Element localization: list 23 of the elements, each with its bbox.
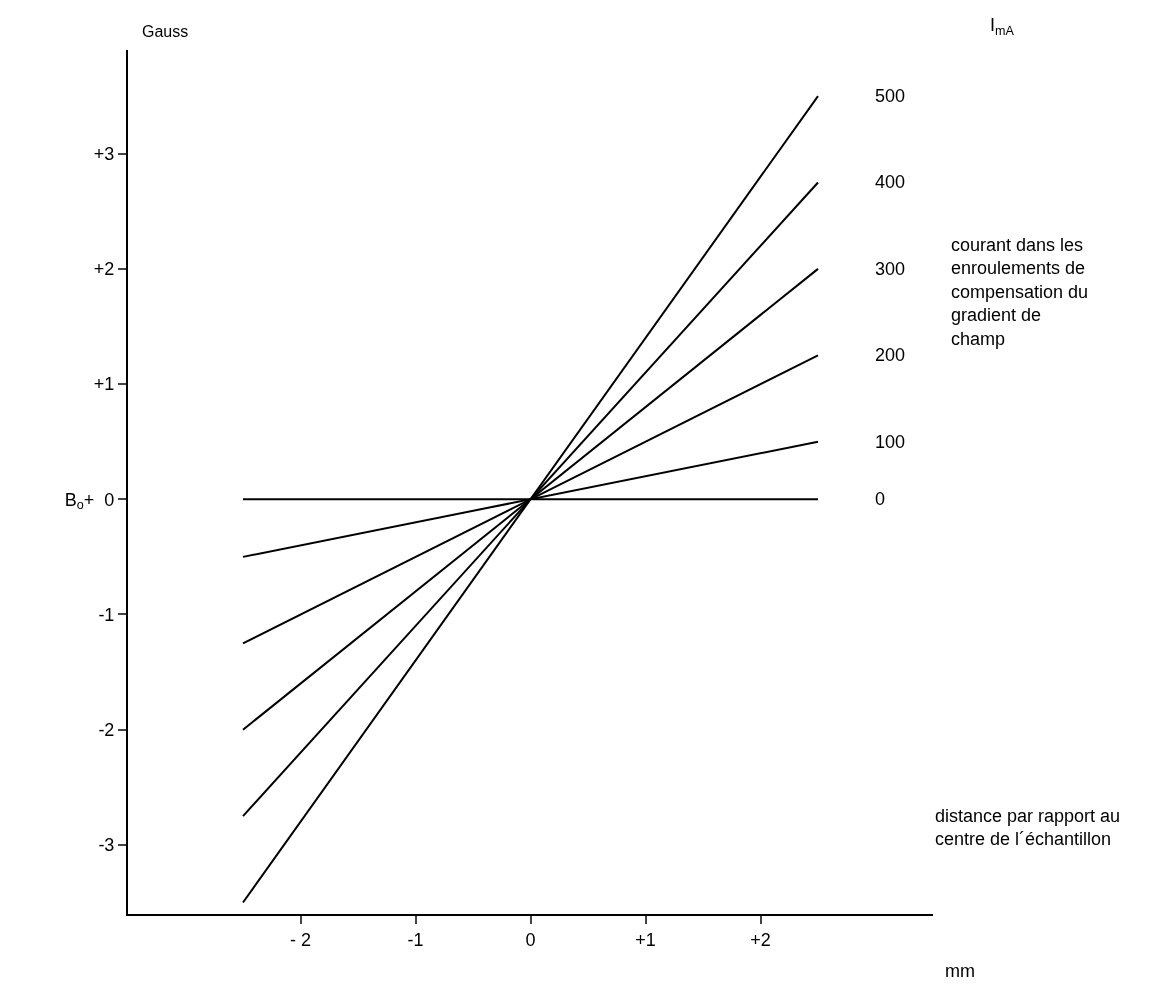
legend-title: I$_{mA}$ <box>990 15 1015 38</box>
text: 200 <box>875 345 906 365</box>
text: 300 <box>875 259 906 279</box>
y-axis-title: Gauss <box>142 23 189 40</box>
y-tick-label: +3 <box>93 143 115 164</box>
x-axis-title: mm <box>945 961 975 981</box>
y-tick-label: -2 <box>98 719 115 740</box>
x-tick-label: +2 <box>750 929 771 950</box>
y-tick-label: +1 <box>93 374 115 395</box>
y-tick-label: B$_{o}$+ 0 <box>64 489 115 513</box>
text: 0 <box>875 489 886 509</box>
x-tick-label: 0 <box>525 929 536 950</box>
text: 500 <box>875 86 906 106</box>
x-tick-label: +1 <box>635 929 656 950</box>
x-tick-label: - 2 <box>289 929 312 950</box>
y-tick-label: -3 <box>98 835 115 856</box>
y-tick-label: -1 <box>98 604 115 625</box>
y-tick-label: +2 <box>93 259 115 280</box>
text: courant dans les enroulements de compensation du gradient de champ <box>951 235 1089 349</box>
text: 400 <box>875 172 906 192</box>
text: 100 <box>875 432 906 452</box>
text: distance par rapport au centre de l´échantillon <box>935 806 1121 850</box>
x-tick-label: -1 <box>407 929 424 950</box>
